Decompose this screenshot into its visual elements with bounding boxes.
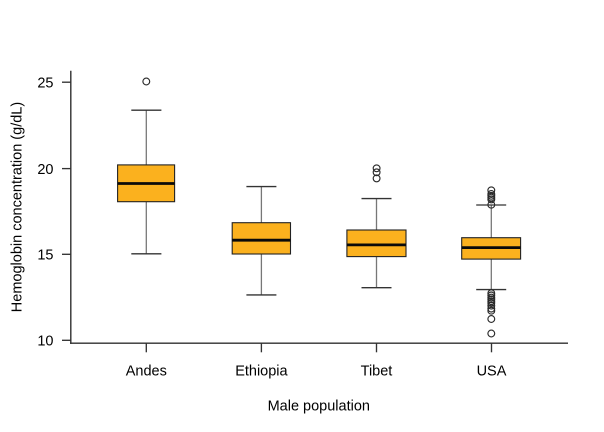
svg-text:25: 25 bbox=[37, 76, 53, 92]
svg-text:10: 10 bbox=[37, 334, 53, 350]
svg-text:Hemoglobin concentration (g/dL: Hemoglobin concentration (g/dL) bbox=[10, 102, 26, 312]
svg-text:Male population: Male population bbox=[268, 399, 370, 415]
svg-text:Andes: Andes bbox=[126, 364, 167, 380]
svg-text:Tibet: Tibet bbox=[361, 364, 393, 380]
svg-text:20: 20 bbox=[37, 162, 53, 178]
svg-text:15: 15 bbox=[37, 248, 53, 264]
svg-text:Ethiopia: Ethiopia bbox=[235, 364, 288, 380]
svg-text:USA: USA bbox=[477, 364, 507, 380]
